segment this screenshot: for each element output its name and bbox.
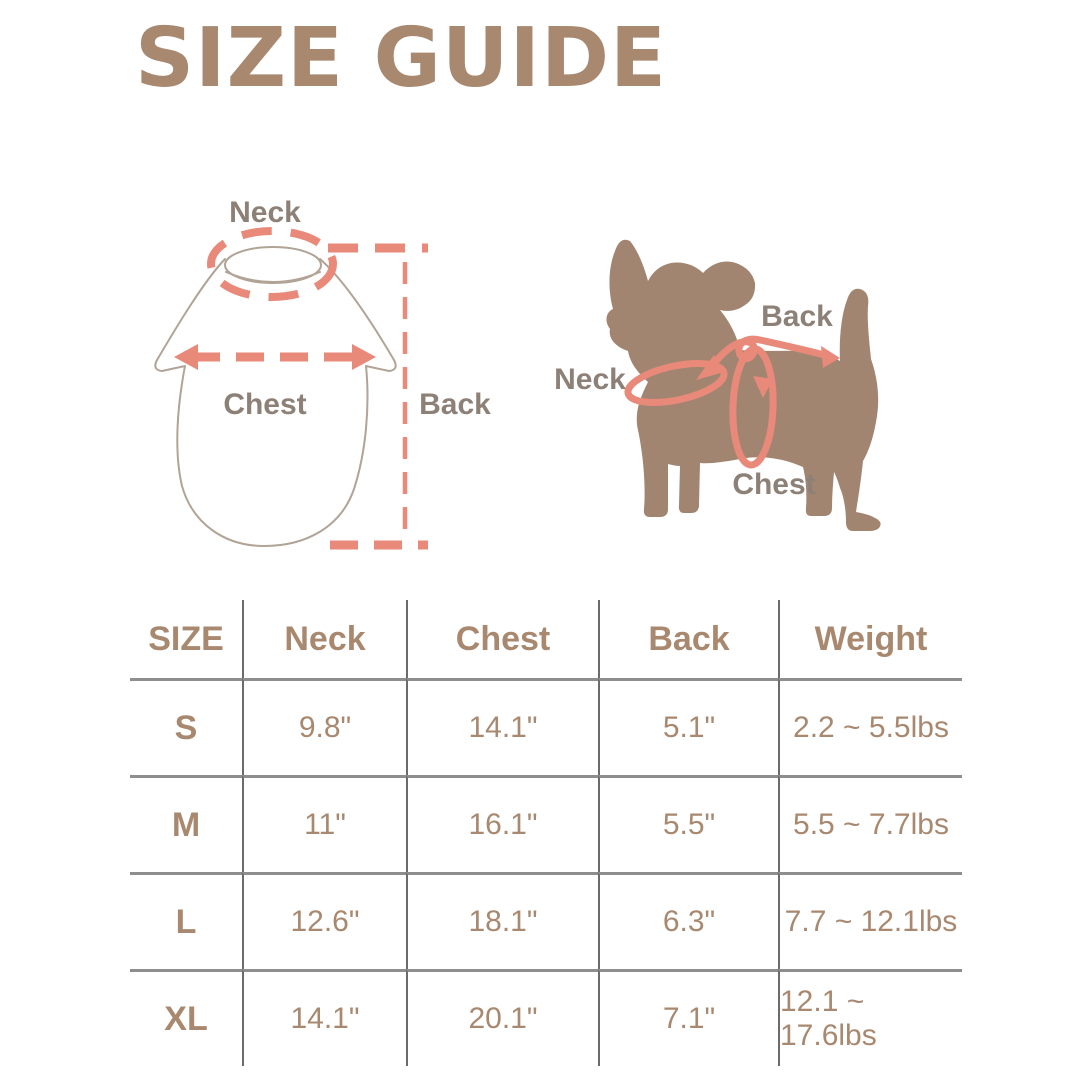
dog-measure-marks [624, 335, 832, 469]
dog-silhouette [606, 239, 881, 531]
size-table-cell-l-back: 6.3" [598, 872, 778, 969]
size-table-cell-l-neck: 12.6" [242, 872, 406, 969]
size-table-cell-m-neck: 11" [242, 775, 406, 872]
garment-arrowheads [174, 344, 376, 370]
shirt-outline [154, 246, 397, 547]
size-table-cell-l-weight: 7.7 ~ 12.1lbs [778, 872, 962, 969]
dog-neck-label: Neck [554, 363, 626, 396]
dog-back-label: Back [761, 300, 833, 333]
dog-arrowheads [696, 346, 840, 398]
garment-diagram: Neck Chest Back [130, 180, 530, 580]
page-title: SIZE GUIDE [135, 11, 668, 106]
size-table-cell-xl-back: 7.1" [598, 969, 778, 1066]
garment-back-label: Back [419, 388, 491, 421]
garment-illustration [154, 227, 428, 550]
size-table-header-neck: Neck [242, 600, 406, 678]
garment-chest-label: Chest [223, 388, 307, 421]
dog-illustration [606, 239, 881, 531]
size-table-cell-s-back: 5.1" [598, 678, 778, 775]
size-table: SIZE Neck Chest Back Weight S 9.8" 14.1" 5.1" 2.2… [130, 600, 962, 1066]
garment-measure-marks [192, 227, 428, 550]
size-table-cell-l-chest: 18.1" [406, 872, 598, 969]
size-table-header-chest: Chest [406, 600, 598, 678]
size-table-cell-m-back: 5.5" [598, 775, 778, 872]
size-table-cell-l-size: L [130, 872, 242, 969]
shirt-collar-band [225, 271, 321, 283]
dog-chest-label: Chest [732, 468, 816, 501]
size-table-cell-xl-chest: 20.1" [406, 969, 598, 1066]
shirt-body [154, 258, 397, 547]
size-table-cell-xl-size: XL [130, 969, 242, 1066]
size-table-cell-xl-neck: 14.1" [242, 969, 406, 1066]
size-table-cell-xl-weight: 12.1 ~ 17.6lbs [778, 969, 962, 1066]
size-table-cell-s-neck: 9.8" [242, 678, 406, 775]
size-table-cell-m-weight: 5.5 ~ 7.7lbs [778, 775, 962, 872]
chest-arrow-down-icon [753, 376, 773, 398]
garment-neck-label: Neck [229, 196, 301, 229]
size-table-cell-s-weight: 2.2 ~ 5.5lbs [778, 678, 962, 775]
size-table-header-back: Back [598, 600, 778, 678]
back-arrow-left-icon [696, 355, 724, 380]
size-table-cell-s-chest: 14.1" [406, 678, 598, 775]
dog-chest-measure-ring [729, 345, 777, 469]
size-table-cell-m-chest: 16.1" [406, 775, 598, 872]
chest-arrow-left-icon [174, 344, 198, 370]
chest-arrow-right-icon [352, 344, 376, 370]
neck-measure-ellipse [207, 227, 337, 301]
size-table-header-weight: Weight [778, 600, 962, 678]
dog-diagram: Back Neck Chest [540, 220, 960, 560]
size-table-cell-m-size: M [130, 775, 242, 872]
size-table-header-size: SIZE [148, 619, 224, 658]
back-arrow-right-icon [821, 346, 840, 368]
dog-neck-measure-ring [624, 359, 728, 407]
size-table-cell-s-size: S [130, 678, 242, 775]
